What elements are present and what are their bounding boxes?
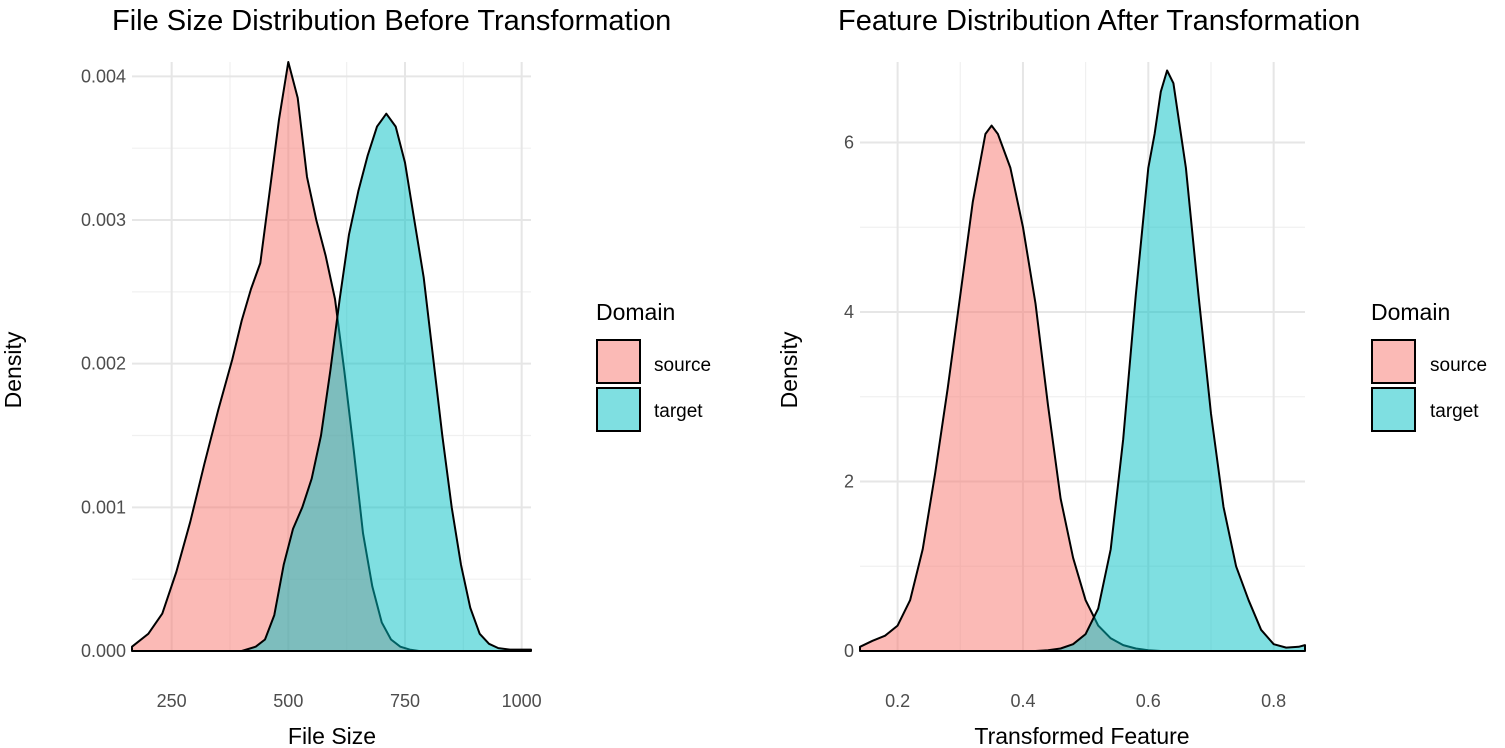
legend-label-source: source	[1430, 355, 1487, 376]
legend-key-source	[1371, 339, 1416, 384]
x-tick-label: 0.6	[1136, 691, 1161, 711]
x-tick-label: 250	[157, 691, 187, 711]
y-tick-label: 0	[844, 641, 854, 661]
y-tick-label: 0.003	[81, 210, 126, 230]
x-axis-ticks: 250 500 750 1000	[157, 691, 542, 711]
density-area-target	[240, 112, 532, 652]
legend-label-target: target	[654, 401, 703, 422]
density-area-target	[1034, 69, 1306, 652]
y-axis-ticks: 0 2 4 6	[844, 133, 854, 661]
x-tick-label: 1000	[502, 691, 542, 711]
legend-label-source: source	[654, 355, 711, 376]
legend-key-target	[596, 387, 641, 432]
y-tick-label: 0.004	[81, 66, 126, 86]
y-axis-label: Density	[0, 331, 26, 408]
panel-file-size: File Size Distribution Before Transforma…	[0, 5, 711, 748]
y-axis-label: Density	[776, 331, 802, 408]
x-tick-label: 0.8	[1261, 691, 1286, 711]
legend-label-target: target	[1430, 401, 1479, 422]
y-tick-label: 6	[844, 133, 854, 153]
legend: Domain source target	[1371, 299, 1487, 432]
legend: Domain source target	[596, 299, 711, 432]
y-tick-label: 0.001	[81, 497, 126, 517]
y-tick-label: 0.000	[81, 641, 126, 661]
legend-title: Domain	[1371, 299, 1450, 325]
x-tick-label: 750	[390, 691, 420, 711]
x-axis-label: Transformed Feature	[974, 723, 1189, 748]
chart-title: Feature Distribution After Transformatio…	[838, 5, 1360, 37]
legend-key-target	[1371, 387, 1416, 432]
legend-title: Domain	[596, 299, 675, 325]
legend-key-source	[596, 339, 641, 384]
x-axis-ticks: 0.2 0.4 0.6 0.8	[885, 691, 1286, 711]
x-tick-label: 0.4	[1010, 691, 1035, 711]
x-tick-label: 0.2	[885, 691, 910, 711]
panel-transformed-feature: Feature Distribution After Transformatio…	[776, 5, 1487, 748]
plot-area	[859, 69, 1306, 652]
x-axis-label: File Size	[288, 723, 376, 748]
chart-title: File Size Distribution Before Transforma…	[112, 5, 671, 37]
y-axis-ticks: 0.000 0.001 0.002 0.003 0.004	[81, 66, 126, 661]
y-tick-label: 4	[844, 302, 854, 322]
y-tick-label: 0.002	[81, 354, 126, 374]
plot-area	[131, 61, 532, 652]
x-tick-label: 500	[273, 691, 303, 711]
y-tick-label: 2	[844, 472, 854, 492]
